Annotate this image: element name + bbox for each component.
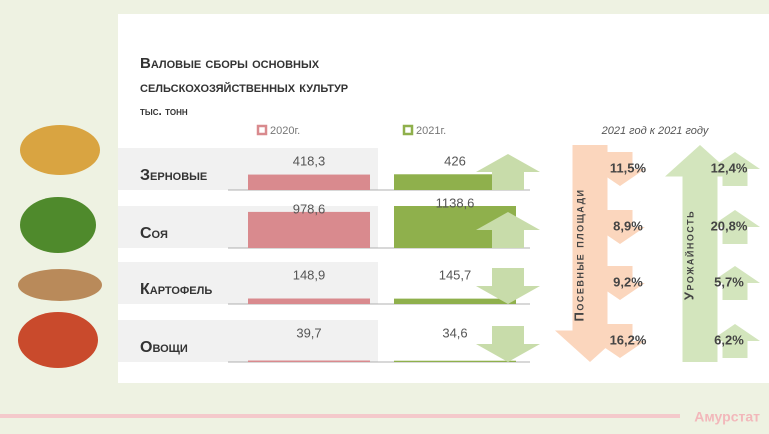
group-label: Урожайность bbox=[681, 210, 696, 300]
bar bbox=[248, 212, 370, 248]
bar bbox=[394, 361, 516, 362]
page: Амурстат 2021 год к 2021 году Посевные п… bbox=[0, 0, 769, 434]
percent-label: 9,2% bbox=[613, 274, 643, 289]
category-label: Соя bbox=[140, 225, 168, 242]
percent-label: 5,7% bbox=[714, 274, 744, 289]
value-label: 978,6 bbox=[293, 201, 326, 216]
legend-label: 2021г. bbox=[416, 125, 446, 137]
category-label: Зерновые bbox=[140, 167, 207, 184]
crop-images bbox=[18, 125, 102, 368]
chart-subtitle: тыс. тонн bbox=[140, 104, 188, 118]
bar bbox=[248, 175, 370, 190]
bar bbox=[248, 361, 370, 362]
category-label: Овощи bbox=[140, 339, 188, 356]
value-label: 418,3 bbox=[293, 153, 326, 168]
category-label: Картофель bbox=[140, 281, 212, 298]
percent-label: 16,2% bbox=[610, 332, 647, 347]
percent-label: 20,8% bbox=[711, 218, 748, 233]
source: Амурстат bbox=[694, 409, 760, 425]
value-label: 34,6 bbox=[442, 325, 467, 340]
bar bbox=[394, 299, 516, 304]
percent-label: 11,5% bbox=[610, 160, 647, 175]
chart-title: Валовые сборы основных сельскохозяйствен… bbox=[140, 52, 440, 100]
group-label: Посевные площади bbox=[571, 189, 586, 322]
percent-label: 12,4% bbox=[711, 160, 748, 175]
value-label: 39,7 bbox=[296, 325, 321, 340]
percent-label: 8,9% bbox=[613, 218, 643, 233]
percent-label: 6,2% bbox=[714, 332, 744, 347]
legend-label: 2020г. bbox=[270, 125, 300, 137]
value-label: 1138,6 bbox=[436, 195, 475, 210]
bar bbox=[248, 299, 370, 304]
comparison-title: 2021 год к 2021 году bbox=[601, 125, 710, 137]
value-label: 145,7 bbox=[439, 267, 472, 282]
value-label: 148,9 bbox=[293, 267, 326, 282]
value-label: 426 bbox=[444, 153, 466, 168]
